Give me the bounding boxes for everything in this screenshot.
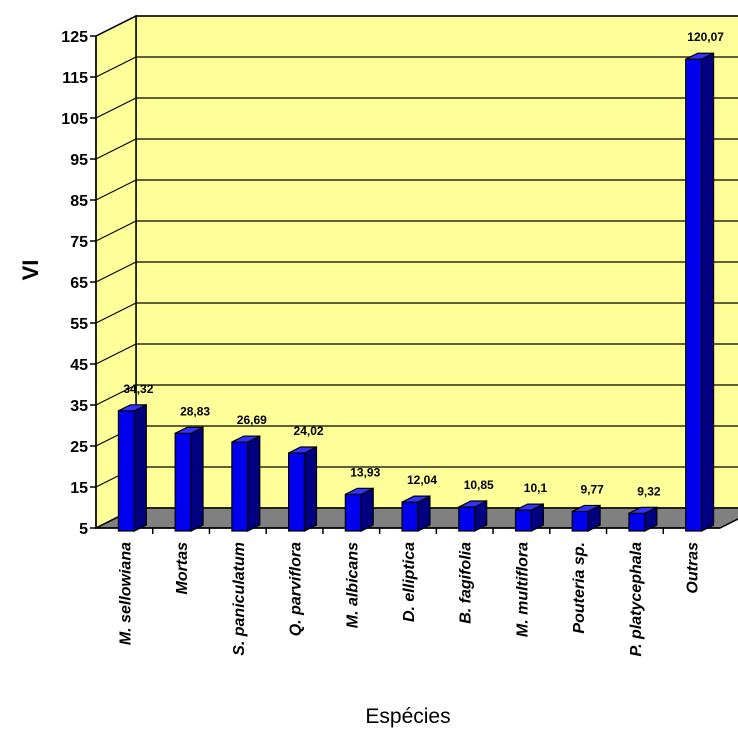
bar-side xyxy=(133,403,147,532)
data-label: 26,69 xyxy=(237,413,267,427)
data-label: 10,1 xyxy=(524,481,548,495)
bar-side xyxy=(700,52,715,532)
bar-front xyxy=(401,501,419,532)
category-label: M. multiflora xyxy=(514,542,531,637)
bar-top xyxy=(685,52,714,60)
y-tick-label: 25 xyxy=(70,439,88,456)
category-label: Outras xyxy=(685,542,702,594)
category-label: D. elliptica xyxy=(401,542,418,622)
y-tick-label: 95 xyxy=(70,152,88,169)
category-label: Q. parviflora xyxy=(288,542,305,636)
category-label: S. paniculatum xyxy=(231,542,248,656)
bar-front xyxy=(344,493,362,532)
bar-top xyxy=(401,495,431,503)
data-label: 28,83 xyxy=(180,404,210,418)
data-label: 13,93 xyxy=(350,465,380,479)
data-label: 120,07 xyxy=(687,30,724,44)
data-labels: 34,32 28,83 26,69 24,02 13,93 12,04 10,85 10,1 9… xyxy=(123,30,724,498)
bar-side xyxy=(360,487,374,532)
y-tick-label: 75 xyxy=(70,234,88,251)
y-tick-label: 55 xyxy=(70,316,88,333)
bar xyxy=(685,52,715,532)
gridline-side xyxy=(95,97,137,119)
bar xyxy=(628,506,658,532)
gridlines xyxy=(95,15,738,488)
bar-front xyxy=(628,512,646,532)
bar-side xyxy=(247,435,261,532)
y-axis-title: VI xyxy=(18,260,43,281)
bar xyxy=(571,504,601,532)
data-label: 34,32 xyxy=(123,382,153,396)
bar-front xyxy=(571,510,589,532)
bar-side xyxy=(303,446,318,532)
data-label: 9,32 xyxy=(637,484,661,498)
gridline-side xyxy=(95,15,137,37)
bar-front xyxy=(514,509,532,532)
data-label: 12,04 xyxy=(407,473,437,487)
gridline-side xyxy=(95,302,137,324)
bar xyxy=(174,426,204,532)
gridline-side xyxy=(95,384,137,406)
bar-top xyxy=(118,404,147,412)
gridline-side xyxy=(95,179,137,201)
y-tick-label: 5 xyxy=(79,521,88,538)
y-tick-label: 115 xyxy=(62,70,88,87)
bar xyxy=(514,503,544,532)
y-tick-label: 45 xyxy=(70,357,88,374)
bar xyxy=(117,403,147,532)
gridline-side xyxy=(95,56,137,78)
category-label: Mortas xyxy=(174,542,191,595)
category-label: Pouteria sp. xyxy=(571,542,588,634)
bar-top xyxy=(174,426,204,434)
bar-front xyxy=(458,506,476,532)
y-tick-label: 15 xyxy=(70,480,88,497)
bar-front xyxy=(288,452,306,532)
category-label: M. albicans xyxy=(344,542,361,628)
x-axis-title: Espécies xyxy=(365,705,450,728)
bar xyxy=(344,487,374,532)
bar-front xyxy=(231,441,249,532)
category-label: M. sellowiana xyxy=(117,542,134,645)
bar-front xyxy=(117,410,135,532)
y-tick-label: 65 xyxy=(70,275,88,292)
gridline-side xyxy=(95,261,137,283)
category-label: P. platycephala xyxy=(628,542,645,657)
bar-top xyxy=(345,487,374,495)
y-tick-label: 85 xyxy=(70,193,88,210)
data-label: 24,02 xyxy=(294,424,324,438)
bar-top xyxy=(628,506,658,514)
data-label: 9,77 xyxy=(581,482,605,496)
bar xyxy=(231,435,261,532)
bar xyxy=(458,500,488,532)
bars xyxy=(117,52,715,532)
y-tick-label: 35 xyxy=(70,398,88,415)
bar-top xyxy=(458,500,487,508)
gridline-side xyxy=(95,343,137,365)
y-tick-label: 105 xyxy=(61,111,88,128)
category-label: B. fagifolia xyxy=(458,542,475,624)
bar-front xyxy=(685,58,703,532)
bar xyxy=(401,495,431,532)
category-labels: M. sellowiana Mortas S. paniculatum Q. parv… xyxy=(117,542,701,657)
bar-top xyxy=(571,504,601,513)
bar-top xyxy=(288,446,317,454)
bar-top xyxy=(515,503,544,511)
bar-top xyxy=(231,435,261,443)
bar-side xyxy=(190,426,204,532)
data-label: 10,85 xyxy=(464,478,494,492)
gridline-side xyxy=(95,138,137,160)
bar-front xyxy=(174,432,192,532)
y-tick-label: 125 xyxy=(61,29,88,46)
bar xyxy=(288,446,318,532)
gridline-side xyxy=(95,220,137,242)
